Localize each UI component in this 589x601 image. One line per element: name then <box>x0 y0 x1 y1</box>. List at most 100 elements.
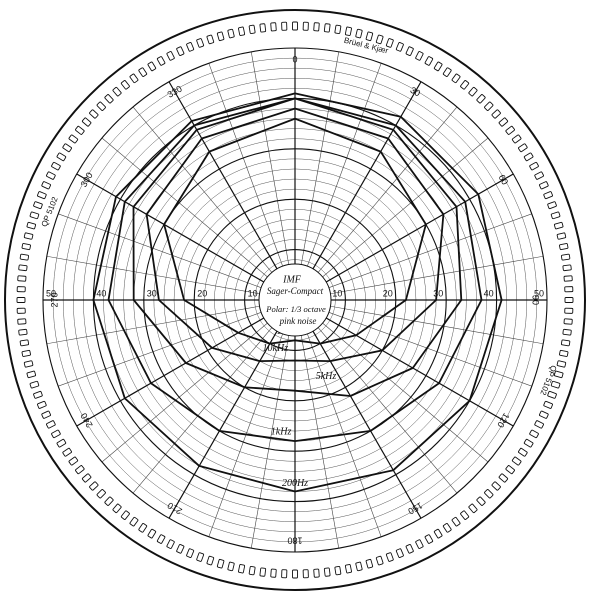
angle-tick-label: 0 <box>292 54 297 64</box>
hole <box>375 34 384 45</box>
r-tick-label: 10 <box>248 288 258 298</box>
hole <box>511 134 522 144</box>
hole <box>281 569 288 579</box>
curve-label: 200Hz <box>282 478 308 489</box>
hole <box>238 564 246 574</box>
hole <box>33 201 43 210</box>
hole <box>138 67 148 77</box>
spoke <box>250 335 290 549</box>
hole <box>529 161 539 171</box>
hole <box>547 390 557 399</box>
r-tick-label: 10 <box>332 288 342 298</box>
hole <box>62 143 72 153</box>
r-tick-label: 30 <box>147 288 157 298</box>
hole <box>23 360 34 368</box>
hole <box>451 516 461 527</box>
hole <box>19 253 30 261</box>
hole <box>62 447 72 457</box>
hole <box>415 51 424 61</box>
hole <box>156 534 166 544</box>
hole <box>562 264 572 272</box>
hole <box>112 86 122 97</box>
spoke <box>58 312 262 387</box>
response-curve <box>163 117 427 345</box>
hole <box>395 548 404 558</box>
hole <box>26 221 37 230</box>
hole <box>323 23 331 33</box>
hole <box>89 481 99 491</box>
spoke <box>46 255 260 295</box>
hole <box>37 400 47 409</box>
hole <box>433 528 443 539</box>
hole <box>344 26 352 36</box>
spoke <box>322 322 489 463</box>
hole <box>529 429 539 439</box>
hole <box>505 465 515 475</box>
hole <box>505 125 515 135</box>
hole <box>26 370 37 379</box>
hole <box>550 380 561 389</box>
hole <box>292 21 298 31</box>
hole <box>227 561 235 572</box>
hole <box>227 28 235 39</box>
hole <box>405 544 414 554</box>
spoke <box>132 106 273 273</box>
hole <box>104 94 114 104</box>
hole <box>81 117 92 127</box>
angle-tick-label: 60 <box>497 173 511 187</box>
spoke <box>132 327 273 494</box>
hole <box>563 275 573 282</box>
hole <box>37 191 47 200</box>
hole <box>196 38 205 48</box>
hole <box>41 181 51 190</box>
note: Polar: 1/3 octave <box>265 304 326 314</box>
hole <box>543 191 553 200</box>
spoke <box>101 137 268 278</box>
hole <box>385 38 394 48</box>
hole <box>547 201 557 210</box>
hole <box>302 21 309 31</box>
angle-grid-line <box>325 173 514 283</box>
hole <box>395 42 404 52</box>
hole <box>17 275 27 282</box>
angle-tick-label: 270 <box>49 292 59 307</box>
hole <box>553 221 564 230</box>
r-tick-label: 40 <box>96 288 106 298</box>
spoke <box>330 255 544 295</box>
hole <box>564 286 574 293</box>
r-tick-label: 20 <box>383 288 393 298</box>
hole <box>559 349 569 357</box>
hole <box>18 264 28 272</box>
hole <box>147 528 157 539</box>
angle-tick-label: 180 <box>287 536 302 546</box>
sprocket-ring <box>16 21 574 579</box>
hole <box>156 56 166 66</box>
angle-grid-line <box>168 81 278 270</box>
hole <box>138 523 148 533</box>
hole <box>176 544 185 554</box>
hole <box>21 243 31 251</box>
hole <box>553 370 564 379</box>
spoke <box>330 305 544 345</box>
hole <box>147 61 157 72</box>
hole <box>543 400 553 409</box>
spoke <box>328 213 532 288</box>
hole <box>539 181 549 190</box>
hole <box>424 534 434 544</box>
hole <box>523 152 534 162</box>
hole <box>498 473 509 483</box>
hole <box>29 380 40 389</box>
hole <box>534 171 544 180</box>
hole <box>248 565 256 576</box>
spoke <box>101 322 268 463</box>
hole <box>302 569 309 579</box>
hole <box>292 569 298 579</box>
hole <box>560 339 571 347</box>
hole <box>468 503 478 514</box>
hole <box>120 510 130 520</box>
r-tick-label: 50 <box>534 288 544 298</box>
note: pink noise <box>279 316 317 326</box>
center-disc <box>258 263 332 337</box>
hole <box>33 390 43 399</box>
